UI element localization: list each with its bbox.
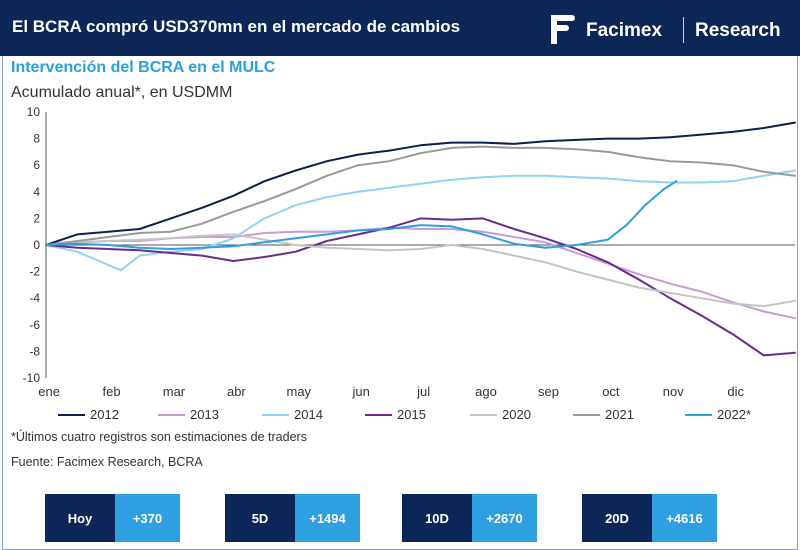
brand: Facimex Research [548,12,793,46]
legend-label: 2022* [717,407,751,422]
header-title: El BCRA compró USD370mn en el mercado de… [12,17,461,36]
x-tick-label: ene [38,384,60,399]
legend-label: 2021 [605,407,634,422]
stat-5d: 5D +1494 [225,494,360,542]
stat-value: +1494 [295,494,360,542]
chart-title: Intervención del BCRA en el MULC [11,59,276,76]
x-tick-label: nov [663,384,684,399]
stat-10d: 10D +2670 [402,494,537,542]
stat-value: +2670 [472,494,537,542]
legend-label: 2015 [397,407,426,422]
y-tick-label: -6 [29,318,40,332]
legend-label: 2020 [502,407,531,422]
x-tick-label: may [287,384,312,399]
y-tick-label: 0 [33,238,40,252]
header-bar: El BCRA compró USD370mn en el mercado de… [0,0,800,56]
source-note: Fuente: Facimex Research, BCRA [11,455,203,469]
x-tick-label: ago [475,384,497,399]
x-tick-label: abr [227,384,246,399]
stat-value: +4616 [652,494,717,542]
x-tick-label: mar [163,384,186,399]
x-tick-label: oct [602,384,620,399]
legend-label: 2012 [90,407,119,422]
legend-label: 2013 [190,407,219,422]
x-tick-label: jul [416,384,430,399]
y-tick-label: -8 [29,344,40,358]
facimex-logo-icon [551,15,575,44]
series-line-2014 [45,169,796,272]
stat-label: 10D [402,494,472,542]
brand-section: Research [695,20,781,41]
stat-20d: 20D +4616 [582,494,717,542]
series-line-2012 [45,121,796,246]
series-line-2022 [45,180,678,250]
chart-units: Acumulado anual*, en USDMM [11,84,233,101]
series-line-2015 [45,217,796,357]
stat-hoy: Hoy +370 [45,494,180,542]
x-tick-label: feb [102,384,120,399]
stat-value: +370 [115,494,180,542]
brand-name: Facimex [586,20,663,41]
series-line-2020 [45,233,796,308]
y-tick-label: -2 [29,265,40,279]
brand-divider [683,17,684,43]
y-tick-label: -4 [29,291,40,305]
y-tick-label: 10 [27,105,41,119]
x-tick-label: dic [727,384,744,399]
y-tick-label: -10 [23,371,41,385]
y-tick-label: 4 [33,185,40,199]
stat-label: 5D [225,494,295,542]
x-tick-label: sep [538,384,559,399]
legend-label: 2014 [294,407,323,422]
x-tick-label: jun [352,384,370,399]
y-tick-label: 6 [33,158,40,172]
y-tick-label: 8 [33,132,40,146]
stat-label: Hoy [45,494,115,542]
stat-label: 20D [582,494,652,542]
footnote: *Últimos cuatro registros son estimacion… [11,430,307,444]
series-line-2021 [45,145,796,246]
line-chart: -10 -8 -6 -4 -2 0 2 4 6 8 10 ene feb mar abr may jun jul a… [23,105,796,422]
y-tick-label: 2 [33,211,40,225]
